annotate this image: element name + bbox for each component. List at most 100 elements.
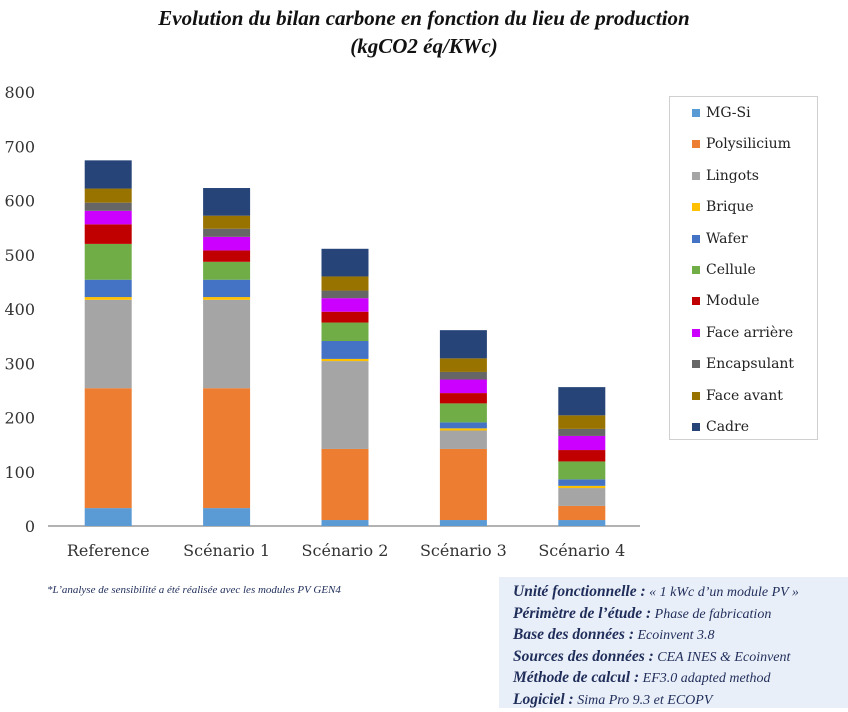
x-tick-label: Scénario 2 [302, 541, 389, 560]
bar-segment-polysilicium [439, 448, 487, 521]
bar-segment-encapsulant [84, 202, 132, 211]
chart-subtitle: (kgCO2 éq/KWc) [350, 34, 498, 58]
y-tick-label: 700 [4, 137, 35, 156]
bar-segment-face-arri-re [321, 298, 369, 312]
chart-title: Evolution du bilan carbone en fonction d… [0, 4, 848, 60]
legend-label: Polysilicium [706, 136, 791, 153]
legend-label: Encapsulant [706, 356, 795, 373]
bar-segment-encapsulant [203, 228, 251, 237]
legend-swatch [692, 109, 700, 117]
bar-segment-face-avant [558, 415, 606, 429]
bar-segment-mg-si [203, 508, 251, 526]
y-tick-label: 800 [4, 83, 35, 102]
bar-segment-wafer [558, 479, 606, 486]
bar-segment-encapsulant [558, 428, 606, 436]
bar-segment-module [84, 224, 132, 244]
y-tick-label: 100 [4, 463, 35, 482]
info-value: Sima Pro 9.3 et ECOPV [573, 692, 713, 708]
info-row: Sources des données : CEA INES & Ecoinve… [513, 647, 848, 669]
legend-label: Lingots [706, 167, 759, 184]
bar-segment-cellule [321, 322, 369, 342]
legend-label: MG-Si [706, 105, 751, 121]
bar-segment-lingots [203, 299, 251, 389]
bar-segment-cadre [439, 330, 487, 359]
info-value: Ecoinvent 3.8 [633, 628, 715, 643]
info-row: Unité fonctionnelle : « 1 kWc d’un modul… [513, 582, 848, 604]
info-row: Périmètre de l’étude : Phase de fabricat… [513, 604, 848, 626]
legend-item: Module [692, 293, 760, 309]
bar-segment-module [321, 311, 369, 323]
bar-segment-brique [439, 428, 487, 431]
bar-segment-brique [558, 485, 606, 489]
bar-segment-wafer [203, 279, 251, 298]
bar-segment-cellule [84, 243, 132, 280]
info-value: Phase de fabrication [651, 606, 772, 622]
legend-swatch [692, 140, 700, 149]
legend-item: Face arrière [692, 325, 793, 341]
info-row: Méthode de calcul : EF3.0 adapted method [513, 668, 848, 690]
y-tick-label: 500 [4, 246, 35, 265]
legend-item: Lingots [692, 168, 759, 184]
info-row: Logiciel : Sima Pro 9.3 et ECOPV [513, 690, 848, 712]
legend-label: Module [706, 293, 760, 310]
legend-swatch [692, 328, 700, 337]
bar-segment-cadre [558, 387, 606, 416]
bar-segment-face-avant [321, 276, 369, 291]
bar-segment-face-arri-re [203, 236, 251, 251]
info-label: Logiciel : [513, 690, 574, 708]
bar-segment-cellule [203, 261, 251, 280]
bar-segment-mg-si [558, 520, 606, 526]
bar-segment-face-arri-re [84, 210, 132, 225]
info-label: Unité fonctionnelle : [513, 583, 646, 600]
legend-item: Face avant [692, 388, 783, 404]
bar-segment-cadre [203, 188, 251, 216]
legend-item: MG-Si [692, 105, 751, 121]
info-label: Méthode de calcul : [513, 669, 640, 686]
bar-segment-wafer [439, 422, 487, 429]
bar-segment-polysilicium [558, 505, 606, 521]
legend-item: Cellule [692, 262, 756, 278]
bar-segment-module [558, 450, 606, 462]
legend-swatch [692, 171, 700, 180]
bar-segment-lingots [558, 488, 606, 506]
bar-segment-lingots [84, 299, 132, 389]
bar-segment-cadre [321, 248, 369, 277]
legend-item: Cadre [692, 419, 749, 435]
info-value: CEA INES & Ecoinvent [653, 649, 791, 665]
info-row: Base des données : Ecoinvent 3.8 [513, 625, 848, 647]
legend-swatch [692, 266, 700, 274]
y-tick-label: 300 [4, 354, 35, 373]
legend-label: Brique [706, 199, 754, 216]
legend-item: Polysilicium [692, 136, 791, 152]
bar-segment-mg-si [321, 520, 369, 526]
legend-swatch [692, 234, 700, 243]
bar-segment-lingots [321, 361, 369, 449]
bar-segment-face-arri-re [558, 435, 606, 451]
y-tick-label: 400 [4, 300, 35, 319]
bar-segment-cellule [439, 403, 487, 423]
chart-title-line: Evolution du bilan carbone en fonction d… [158, 6, 690, 30]
bar-segment-face-avant [203, 215, 251, 229]
x-tick-label: Scénario 4 [538, 541, 625, 560]
legend-item: Encapsulant [692, 356, 794, 372]
bar-segment-lingots [439, 430, 487, 449]
legend-swatch [692, 391, 700, 400]
bar-segment-polysilicium [84, 388, 132, 509]
info-label: Sources des données : [513, 647, 654, 665]
legend-label: Cellule [706, 262, 756, 278]
info-label: Base des données : [513, 626, 634, 643]
bar-segment-cellule [558, 461, 606, 480]
info-value: EF3.0 adapted method [639, 671, 771, 686]
legend-label: Wafer [706, 230, 748, 247]
bar-segment-brique [203, 297, 251, 300]
x-tick-label: Scénario 1 [183, 541, 270, 560]
x-tick-label: Scénario 3 [420, 541, 507, 560]
bar-segment-wafer [84, 279, 132, 298]
bar-segment-module [439, 393, 487, 404]
legend-item: Wafer [692, 231, 748, 247]
legend-swatch [692, 297, 700, 306]
bar-segment-brique [84, 297, 132, 300]
bar-segment-mg-si [84, 508, 132, 526]
bar-segment-mg-si [439, 520, 487, 526]
